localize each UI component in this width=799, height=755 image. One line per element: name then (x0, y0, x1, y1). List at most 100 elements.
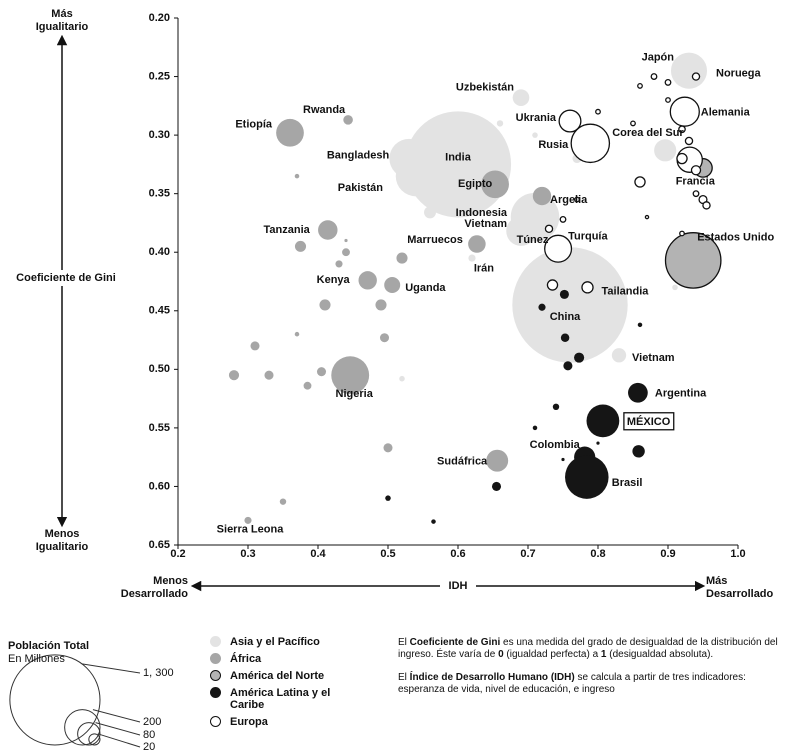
bubble (679, 230, 685, 237)
bubble (581, 281, 594, 294)
bubble (506, 216, 536, 246)
size-legend-circle (77, 722, 101, 746)
bubble-label: Estados Unido (697, 231, 774, 243)
note-text: 1 (600, 648, 607, 660)
bubble (546, 279, 559, 291)
bubble-label: Japón (642, 52, 675, 64)
bubble (628, 382, 648, 403)
bubble (343, 115, 353, 125)
legend-label: Asia y el Pacífico (230, 636, 320, 648)
legend-swatch (210, 670, 221, 681)
size-legend-leader (81, 663, 141, 674)
bubble (670, 52, 708, 89)
bubble (512, 89, 530, 106)
x-tick-label: 0.3 (240, 548, 255, 560)
bubble (560, 333, 570, 342)
y-tick-label: 0.30 (149, 129, 170, 141)
notes: El Coeficiente de Gini es una medida del… (398, 637, 790, 707)
bubble (669, 96, 700, 127)
note-text: Índice de Desarrollo Humano (IDH) (409, 672, 575, 683)
legend-swatch (210, 636, 221, 647)
legend-item: América Latina y el Caribe (210, 687, 370, 711)
x-tick-label: 0.7 (520, 548, 535, 560)
bubble (512, 247, 628, 363)
bubble (654, 139, 677, 162)
y-axis-label: Coeficiente de Gini (16, 272, 116, 284)
x-tick-label: 0.2 (170, 548, 185, 560)
bubble-label: Kenya (317, 274, 351, 286)
note: El Coeficiente de Gini es una medida del… (398, 637, 790, 660)
size-legend-title: Población Total (8, 640, 90, 652)
y-tick-label: 0.60 (149, 480, 170, 492)
bubble (558, 109, 582, 133)
note-text: se calcula a partir de tres indicadores:… (398, 672, 746, 695)
bubble (384, 277, 401, 294)
note-text: El (398, 637, 410, 648)
bubble (532, 186, 552, 206)
bubble (396, 252, 408, 264)
bubble-label: Pakistán (338, 182, 384, 194)
bubble-label: Etiopía (235, 119, 273, 131)
size-legend-subtitle: En Millones (8, 653, 65, 665)
size-legend-label: 80 (143, 729, 155, 741)
bubble (379, 333, 390, 343)
bubble-label: Turquía (568, 231, 608, 243)
y-tick-label: 0.40 (149, 246, 170, 258)
bubble (563, 361, 573, 371)
bubble-label: Nigeria (336, 388, 374, 400)
x-tick-label: 0.6 (450, 548, 465, 560)
x-tick-label: 0.5 (380, 548, 395, 560)
size-legend-circle (9, 654, 101, 746)
bubble (565, 455, 609, 499)
bubble (319, 299, 331, 311)
size-legend-label: 1, 300 (143, 667, 174, 679)
bubble (570, 123, 611, 164)
bubble (665, 97, 671, 103)
bubble (318, 220, 338, 240)
bubble (611, 348, 627, 363)
bubble-label: Sudáfrica (437, 456, 488, 468)
bubble (574, 196, 580, 203)
note-text: es una medida del grado de desigualdad d… (398, 637, 778, 660)
bubble (468, 254, 476, 262)
y-tick-label: 0.50 (149, 363, 170, 375)
y-tick-label: 0.25 (149, 70, 170, 82)
x-tick-label: 0.8 (590, 548, 605, 560)
y-top-label: Igualitario (36, 21, 89, 33)
bubble (532, 132, 538, 138)
bubble-label: Túnez (517, 234, 549, 246)
bubble (664, 232, 722, 289)
bubble (358, 271, 377, 290)
legend-label: África (230, 653, 262, 665)
bubble (538, 303, 546, 311)
y-top-label: Más (51, 8, 72, 20)
bubble-label: Tanzania (264, 224, 311, 236)
bubble (335, 260, 343, 268)
y-tick-label: 0.55 (149, 422, 170, 434)
bubble (552, 403, 560, 411)
legend-item: África (210, 653, 370, 665)
legend: Asia y el Pacífico África América del Nort… (210, 636, 370, 733)
bubble-label: Uzbekistán (456, 82, 514, 94)
bubble-label: Rwanda (303, 104, 346, 116)
bubble (664, 78, 672, 86)
legend-label: América del Norte (230, 670, 325, 682)
note-text: El (398, 672, 410, 683)
bubble (532, 425, 538, 431)
bubble (544, 234, 573, 263)
bubble-label: India (445, 151, 472, 163)
bubble-label: Rusia (538, 139, 569, 151)
bubble (331, 356, 370, 395)
bubble (294, 173, 300, 179)
bubble-label: Argelia (550, 194, 588, 206)
bubble (264, 370, 274, 380)
bubble (385, 495, 391, 501)
bubble-label: Sierra Leona (217, 523, 285, 535)
bubble-label: Marruecos (407, 234, 463, 246)
bubble-label: Francia (676, 176, 716, 188)
bubble (342, 248, 350, 257)
y-tick-label: 0.65 (149, 539, 170, 551)
bubble-label: Alemania (701, 107, 751, 119)
note-text: (desigualdad absoluta). (606, 648, 714, 660)
